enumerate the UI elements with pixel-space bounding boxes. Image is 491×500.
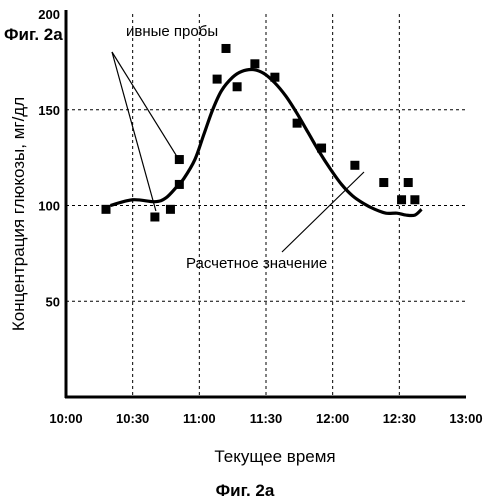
leader-line [112, 52, 176, 156]
annotation-samples-label: ивные пробы [126, 23, 218, 40]
y-axis-title: Концентрация глюкозы, мг/дл [9, 97, 28, 331]
x-tick-label: 12:00 [316, 411, 349, 426]
y-tick-label: 100 [38, 199, 60, 214]
data-point [175, 180, 184, 189]
data-point [213, 75, 222, 84]
x-tick-labels: 10:00 10:30 11:00 11:30 12:00 12:30 13:00 [49, 411, 482, 426]
y-tick-label: 150 [38, 103, 60, 118]
x-tick-label: 10:30 [116, 411, 149, 426]
y-tick-label-top: 200 [38, 7, 60, 22]
figure-label-bottom: Фиг. 2а [216, 481, 275, 500]
leader-line [282, 172, 364, 252]
figure-label-top: Фиг. 2а [4, 25, 63, 44]
x-tick-label: 12:30 [383, 411, 416, 426]
data-point [102, 205, 111, 214]
data-point [379, 178, 388, 187]
data-point [175, 155, 184, 164]
data-point [150, 212, 159, 221]
data-point [350, 161, 359, 170]
data-point [270, 73, 279, 82]
data-point [293, 119, 302, 128]
leader-line [112, 52, 156, 211]
data-point [233, 82, 242, 91]
x-tick-label: 11:30 [250, 411, 283, 426]
data-point [222, 44, 231, 53]
data-point [250, 59, 259, 68]
y-tick-label: 50 [46, 294, 60, 309]
data-point [404, 178, 413, 187]
x-tick-label: 13:00 [449, 411, 482, 426]
x-tick-label: 10:00 [49, 411, 82, 426]
annotation-fit-label: Расчетное значение [186, 255, 327, 272]
x-axis-title: Текущее время [214, 447, 335, 466]
data-point [317, 144, 326, 153]
x-tick-label: 11:00 [183, 411, 216, 426]
data-point [397, 195, 406, 204]
annotations: ивные пробы Расчетное значение [112, 23, 364, 272]
data-point [166, 205, 175, 214]
y-tick-labels: 50 100 150 200 [38, 7, 60, 309]
data-point [410, 195, 419, 204]
grid [66, 14, 466, 397]
